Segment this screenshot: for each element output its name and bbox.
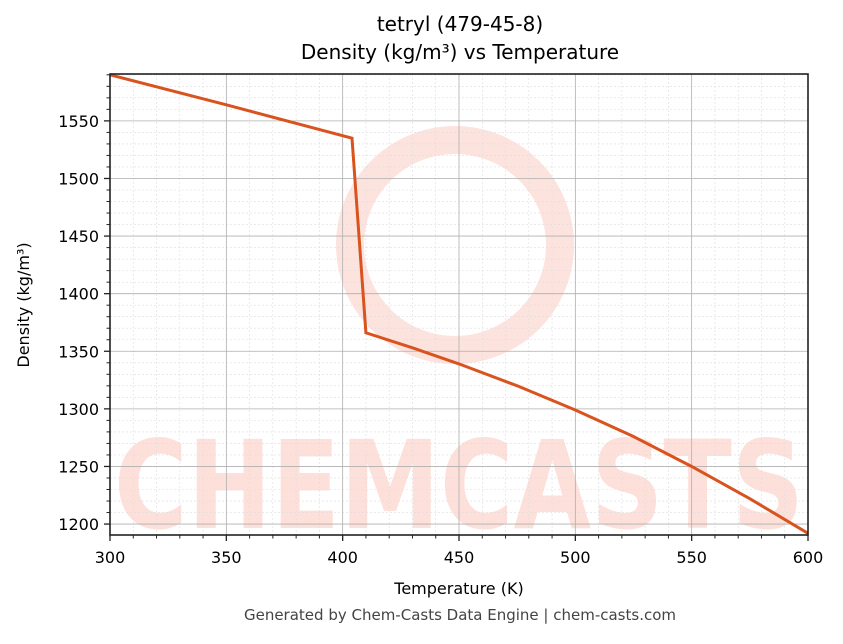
chart-title-property: Density (kg/m³) vs Temperature bbox=[300, 40, 620, 64]
x-tick-label: 450 bbox=[444, 548, 475, 567]
chart-title-compound: tetryl (479-45-8) bbox=[376, 12, 544, 36]
density-line-series bbox=[109, 73, 809, 535]
footer-credit: Generated by Chem-Casts Data Engine | ch… bbox=[243, 606, 677, 624]
y-tick-label: 1350 bbox=[58, 342, 99, 361]
y-tick-label: 1200 bbox=[58, 515, 99, 534]
x-tick-label: 350 bbox=[211, 548, 242, 567]
y-axis-tick-labels: 1200 1250 1300 1350 1400 1450 1500 1550 bbox=[58, 112, 99, 534]
y-tick-label: 1300 bbox=[58, 400, 99, 419]
x-tick-label: 500 bbox=[560, 548, 591, 567]
x-tick-label: 400 bbox=[327, 548, 358, 567]
y-tick-label: 1400 bbox=[58, 285, 99, 304]
x-tick-label: 300 bbox=[95, 548, 126, 567]
axis-ticks bbox=[104, 74, 809, 541]
x-tick-label: 550 bbox=[676, 548, 707, 567]
x-axis-tick-labels: 300 350 400 450 500 550 600 bbox=[95, 548, 824, 567]
y-tick-label: 1250 bbox=[58, 457, 99, 476]
y-tick-label: 1450 bbox=[58, 227, 99, 246]
x-axis-label: Temperature (K) bbox=[393, 579, 523, 598]
y-tick-label: 1500 bbox=[58, 169, 99, 188]
major-grid bbox=[109, 74, 809, 535]
x-tick-label: 600 bbox=[793, 548, 824, 567]
y-tick-label: 1550 bbox=[58, 112, 99, 131]
y-axis-label: Density (kg/m³) bbox=[14, 242, 33, 367]
